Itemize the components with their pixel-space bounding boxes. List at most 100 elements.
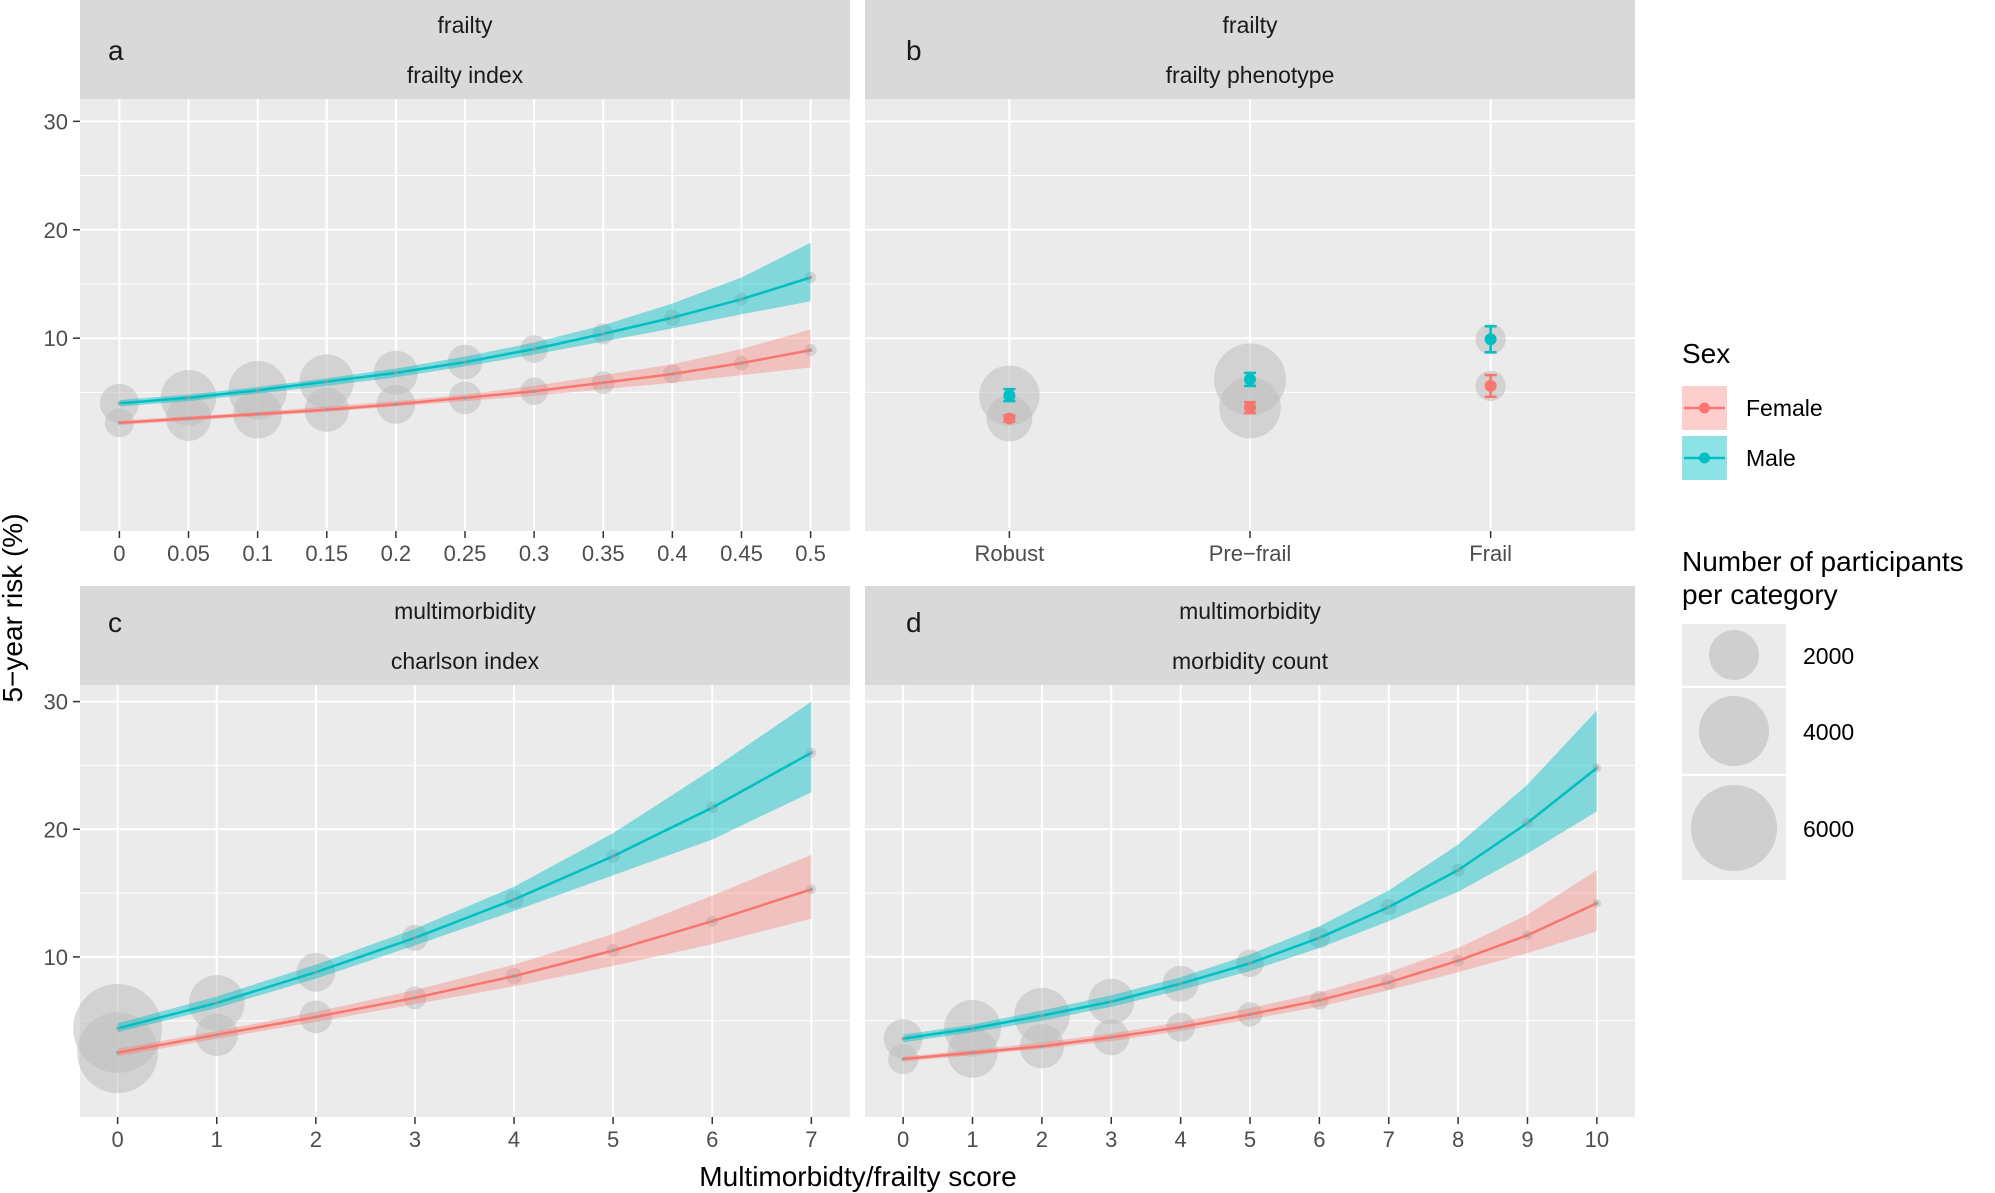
panel-c-y-tick-label: 10 xyxy=(44,945,68,970)
panel-d-female-point xyxy=(970,1050,975,1055)
panel-a-female-point xyxy=(739,361,744,365)
panel-a-x-ticks: 0 0.05 0.1 0.15 0.2 0.25 0.3 0.35 0.4 0.45 0.5 xyxy=(113,531,826,566)
panel-d-x-tick-label: 10 xyxy=(1585,1127,1609,1152)
panel-c-male-point xyxy=(710,805,715,810)
panel-c-x-tick-label: 2 xyxy=(310,1127,322,1152)
panel-d-female-point xyxy=(1040,1044,1044,1049)
panel-a-y-tick-label: 30 xyxy=(44,109,68,134)
panel-b-grid xyxy=(865,99,1635,531)
panel-a-female-point xyxy=(601,380,606,385)
panel-a-female-point xyxy=(532,389,536,394)
panel-a-x-tick-label: 0.3 xyxy=(519,541,550,566)
panel-a-lines xyxy=(117,275,813,425)
panel-d-male-ci-ribbon xyxy=(903,710,1597,1043)
panel-a-y-tick-label: 10 xyxy=(44,326,68,351)
panel-d: d multimorbidity morbidity count 0 1 2 3 4 5 6… xyxy=(865,586,1635,1152)
panel-c-letter: c xyxy=(108,607,122,638)
panel-b-male-point xyxy=(1003,389,1016,402)
panel-b-x-ticks: Robust Pre−frail Frail xyxy=(975,531,1512,566)
panel-c-x-tick-label: 4 xyxy=(508,1127,520,1152)
panel-d-male-point xyxy=(1595,766,1599,770)
panel-c-x-tick-label: 7 xyxy=(805,1127,817,1152)
legend-size-4000-circle xyxy=(1699,696,1769,766)
panel-c-x-tick-label: 6 xyxy=(706,1127,718,1152)
panel-c-male-point xyxy=(314,970,318,975)
panel-c-lines xyxy=(115,750,814,1055)
panel-d-female-point xyxy=(1248,1012,1252,1017)
panel-a-male-ci-ribbon xyxy=(119,242,811,407)
panel-a-male-point xyxy=(670,315,675,320)
panel-d-x-tick-label: 2 xyxy=(1036,1127,1048,1152)
panel-b-strip xyxy=(865,0,1635,99)
panel-d-female-point xyxy=(1525,933,1530,938)
panel-c-strip xyxy=(80,586,850,685)
panel-c-male-point xyxy=(809,750,814,755)
panel-a-letter: a xyxy=(108,35,124,66)
panel-a-female-point xyxy=(255,412,260,416)
panel-d-x-tick-label: 4 xyxy=(1175,1127,1187,1152)
panel-d-female-point xyxy=(1386,980,1391,985)
panel-a-x-tick-label: 0.05 xyxy=(167,541,210,566)
panel-c-male-point xyxy=(115,1026,120,1031)
panel-a-female-point xyxy=(394,402,398,407)
legend-sex-title: Sex xyxy=(1682,338,1730,369)
panel-a-x-tick-label: 0.4 xyxy=(657,541,688,566)
panel-a-male-point xyxy=(117,401,122,406)
panel-a-ribbons xyxy=(119,242,811,425)
legend-size-6000-label: 6000 xyxy=(1803,816,1854,842)
panel-d-bubbles xyxy=(883,763,1602,1078)
panel-d-strip-line1: multimorbidity xyxy=(1179,598,1321,624)
panel-a-x-tick-label: 0 xyxy=(113,541,125,566)
panel-a-y-ticks: 10 20 30 xyxy=(44,109,80,351)
panel-d-male-point xyxy=(1456,868,1460,872)
panel-b-strip-line2: frailty phenotype xyxy=(1166,62,1335,88)
panel-b-x-tick-label: Pre−frail xyxy=(1209,541,1292,566)
panel-a-x-tick-label: 0.45 xyxy=(720,541,763,566)
panel-a-male-point xyxy=(739,297,744,301)
panel-d-female-point xyxy=(1317,998,1322,1003)
legend-female-key-dot xyxy=(1699,402,1710,414)
panel-a-male-point xyxy=(394,371,398,375)
panel-d-male-point xyxy=(1248,961,1252,966)
panel-c-male-line xyxy=(117,751,813,1030)
panel-c-female-point xyxy=(611,948,615,953)
panel-c-male-point xyxy=(512,897,516,902)
panel-b-x-tick-label: Robust xyxy=(975,541,1045,566)
panel-d-x-tick-label: 9 xyxy=(1521,1127,1533,1152)
panel-c-female-point xyxy=(115,1050,120,1055)
panel-c-female-point xyxy=(710,919,715,923)
panel-c-x-tick-label: 3 xyxy=(409,1127,421,1152)
panel-d-female-point xyxy=(1595,901,1599,906)
panel-c-male-point xyxy=(413,935,417,940)
panel-d-x-ticks: 0 1 2 3 4 5 6 7 8 9 10 xyxy=(897,1117,1609,1152)
panel-d-male-point xyxy=(1386,905,1391,909)
panel-a-male-point xyxy=(532,347,536,351)
panel-c-y-tick-label: 20 xyxy=(44,817,68,842)
panel-a-male-point xyxy=(463,360,467,364)
panel-c-male-point xyxy=(611,854,615,858)
legend-size: Number of participants per category 2000… xyxy=(1682,546,1964,880)
panel-d-male-point xyxy=(970,1026,975,1031)
panel-a-male-point xyxy=(808,275,813,280)
panel-d-strip-line2: morbidity count xyxy=(1172,648,1329,674)
panel-a-grid xyxy=(80,99,850,531)
panel-c-male-point xyxy=(214,1001,219,1005)
panel-b: b frailty frailty phenotype Robust Pre−fr… xyxy=(865,0,1635,566)
legend-male-label: Male xyxy=(1746,445,1796,471)
panel-a-x-tick-label: 0.35 xyxy=(582,541,625,566)
panel-a-strip-line1: frailty xyxy=(438,12,493,38)
panel-a-x-tick-label: 0.1 xyxy=(242,541,273,566)
x-axis-title: Multimorbidty/frailty score xyxy=(699,1161,1016,1192)
panel-a-male-point xyxy=(186,396,191,400)
panel-d-x-tick-label: 6 xyxy=(1313,1127,1325,1152)
legend-size-title-line1: Number of participants xyxy=(1682,546,1964,577)
panel-d-female-point xyxy=(1456,958,1460,963)
panel-a-female-point xyxy=(463,396,467,400)
legend-size-2000-circle xyxy=(1709,630,1759,680)
panel-c-strip-line1: multimorbidity xyxy=(394,598,536,624)
panel-d-male-point xyxy=(1317,935,1322,940)
panel-a-x-tick-label: 0.15 xyxy=(305,541,348,566)
panel-a-x-tick-label: 0.5 xyxy=(795,541,826,566)
panel-c-x-tick-label: 0 xyxy=(112,1127,124,1152)
panel-c: c multimorbidity charlson index 0 1 2 3 4 5 6 7… xyxy=(44,586,850,1152)
